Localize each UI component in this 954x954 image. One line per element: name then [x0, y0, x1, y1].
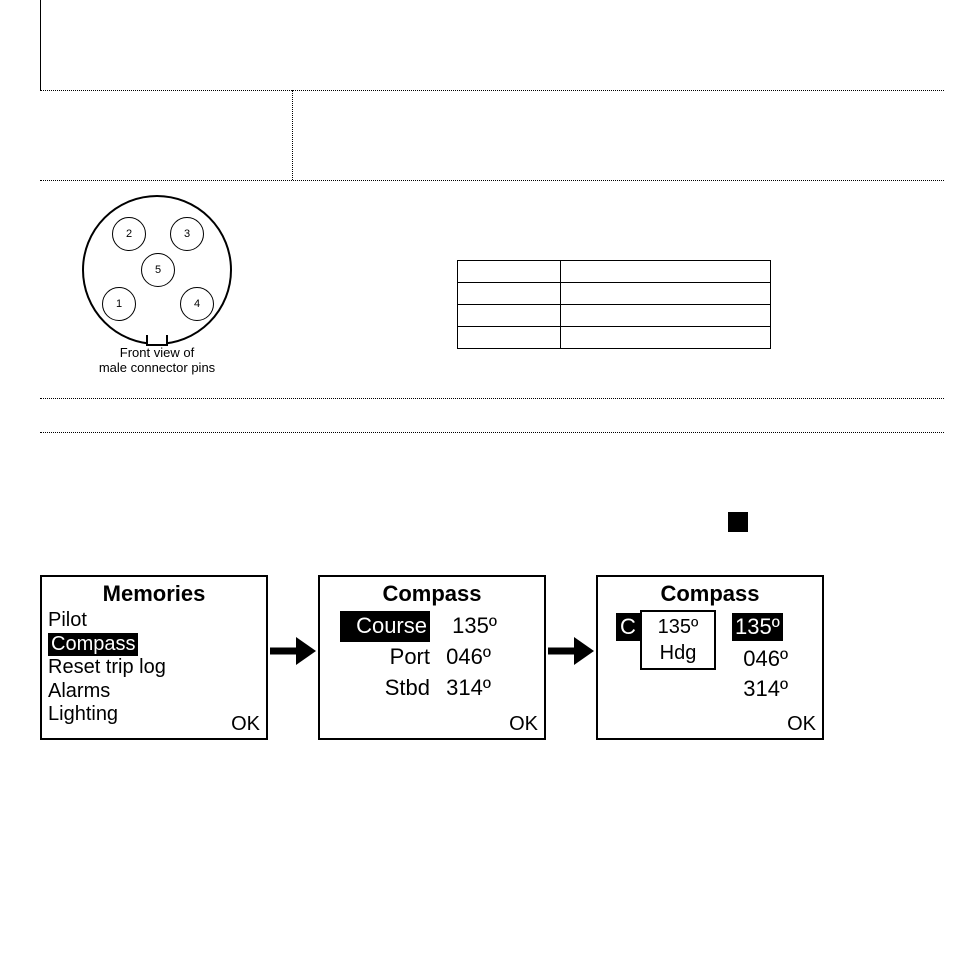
connector-diagram: 2 3 5 1 4 Front view of male connector p…: [52, 195, 262, 375]
lcd-memories-title: Memories: [42, 577, 266, 609]
frame-hline-4: [40, 432, 944, 433]
table-row: [458, 283, 771, 305]
ok-button[interactable]: OK: [787, 713, 816, 736]
lcd-compass-2-title: Compass: [598, 577, 822, 609]
arrow-icon: [546, 575, 596, 740]
pin-5-label: 5: [155, 264, 161, 276]
frame-hline-3: [40, 398, 944, 399]
list-item[interactable]: Course 135º: [340, 611, 544, 642]
connector-caption-1: Front view of: [120, 345, 194, 360]
table-row: [458, 305, 771, 327]
table-row: [458, 261, 771, 283]
frame-vline-left: [40, 0, 41, 90]
table-row: [458, 327, 771, 349]
connector-notch: [146, 334, 168, 346]
lcd-compass-2: Compass C 135º 046º 314º 135º Hdg OK: [596, 575, 824, 740]
arrow-icon: [268, 575, 318, 740]
connector-caption-2: male connector pins: [99, 360, 215, 375]
pin-5: 5: [141, 253, 175, 287]
black-square-icon: [728, 512, 748, 532]
list-item[interactable]: Reset trip log: [48, 656, 260, 680]
frame-hline-1: [40, 90, 944, 91]
frame-hline-2: [40, 180, 944, 181]
pin-3: 3: [170, 217, 204, 251]
compass-popup[interactable]: 135º Hdg: [640, 610, 716, 670]
list-item[interactable]: Alarms: [48, 680, 260, 704]
lcd-compass-1-title: Compass: [320, 577, 544, 609]
popup-value: 135º: [642, 614, 714, 640]
lcd-row: Memories Pilot Compass Reset trip log Al…: [40, 575, 824, 740]
pin-4-label: 4: [194, 298, 200, 310]
pin-4: 4: [180, 287, 214, 321]
connector-caption: Front view of male connector pins: [52, 345, 262, 375]
ok-button[interactable]: OK: [509, 713, 538, 736]
list-item[interactable]: Lighting: [48, 703, 260, 727]
frame-vline-mid: [292, 90, 293, 180]
lcd-compass-1-rows: Course 135º Port 046º Stbd 314º: [320, 609, 544, 703]
pin-2: 2: [112, 217, 146, 251]
lcd-memories: Memories Pilot Compass Reset trip log Al…: [40, 575, 268, 740]
list-item[interactable]: Compass: [48, 633, 260, 657]
ok-button[interactable]: OK: [231, 713, 260, 736]
list-item[interactable]: 314º: [616, 675, 816, 703]
lcd-memories-items: Pilot Compass Reset trip log Alarms Ligh…: [42, 609, 266, 727]
lcd-compass-1: Compass Course 135º Port 046º Stbd 314º …: [318, 575, 546, 740]
pin-1-label: 1: [116, 298, 122, 310]
list-item[interactable]: Pilot: [48, 609, 260, 633]
popup-label: Hdg: [642, 640, 714, 666]
spec-table: [457, 260, 771, 349]
pin-1: 1: [102, 287, 136, 321]
pin-2-label: 2: [126, 228, 132, 240]
list-item[interactable]: Port 046º: [340, 642, 544, 673]
lcd-compass-2-body: C 135º 046º 314º 135º Hdg: [598, 609, 822, 719]
list-item[interactable]: Stbd 314º: [340, 673, 544, 704]
pin-3-label: 3: [184, 228, 190, 240]
